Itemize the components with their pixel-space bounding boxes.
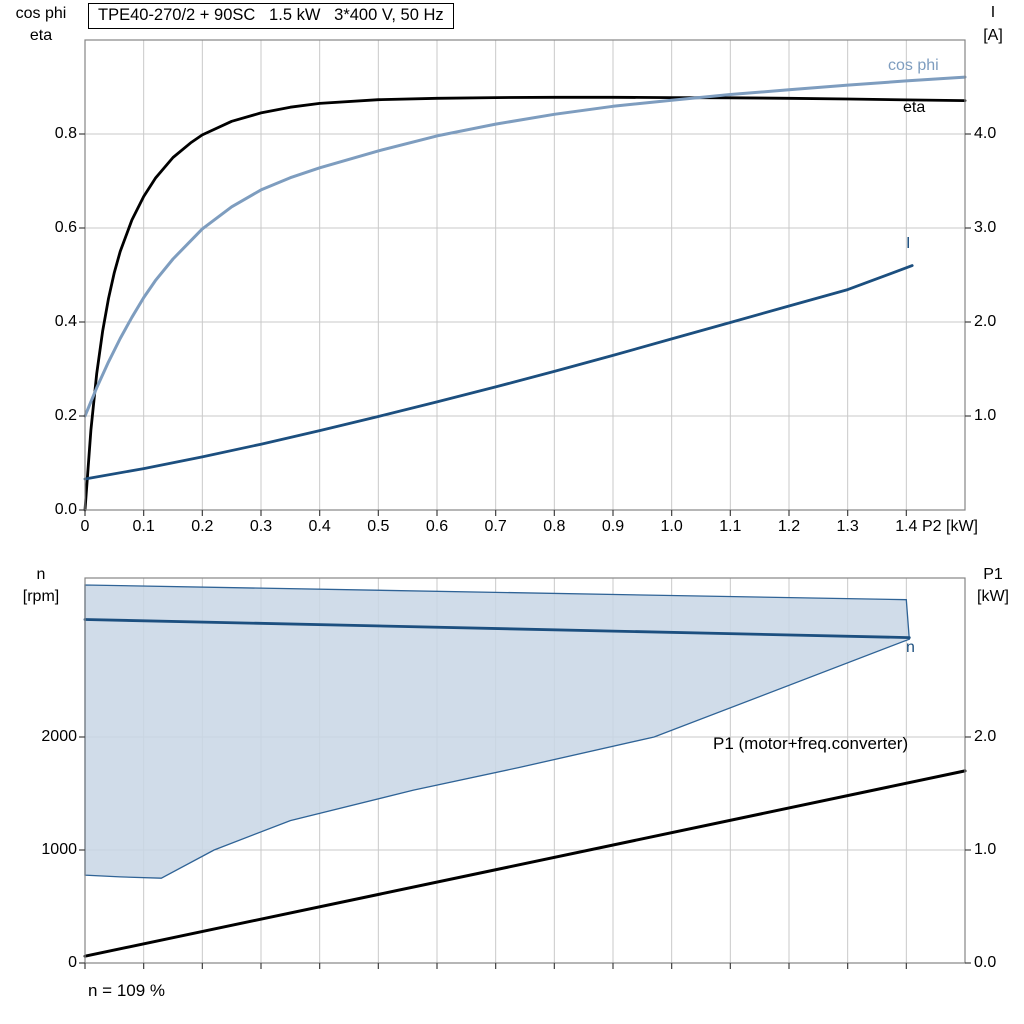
cos-phi-curve-label: cos phi [888, 57, 939, 74]
left-tick-label: 0.0 [54, 501, 77, 518]
x-tick-label: 0.5 [367, 518, 390, 535]
left-tick-label: 0.4 [54, 313, 77, 330]
x-tick-label: 0.8 [543, 518, 566, 535]
left-tick-label: 0.8 [54, 125, 77, 142]
top-chart [79, 39, 971, 516]
bottom-left-axis-title-n: n [36, 566, 46, 583]
top-right-axis-title-current: I [990, 4, 996, 21]
x-tick-label: 0.7 [484, 518, 507, 535]
right-tick-label: 0.0 [974, 954, 997, 971]
x-tick-label: 0 [80, 518, 90, 535]
left-tick-label: 0 [68, 954, 77, 971]
x-tick-label: 0.9 [601, 518, 625, 535]
right-tick-label: 2.0 [974, 313, 997, 330]
p1-curve-label: P1 (motor+freq.converter) [713, 734, 909, 753]
right-tick-label: 3.0 [974, 219, 997, 236]
speed-curve-label: n [906, 639, 915, 656]
top-left-axis-title-eta: eta [29, 27, 53, 44]
left-tick-label: 2000 [41, 727, 77, 745]
current-curve-label: I [906, 235, 911, 252]
eta-curve-label: eta [903, 99, 926, 116]
x-tick-label: 1.2 [777, 518, 801, 535]
plot-frame [84, 39, 966, 511]
series-i [83, 264, 914, 481]
speed-control-range [84, 584, 910, 879]
x-tick-label: 1.4 [895, 518, 918, 535]
series-n [83, 618, 911, 639]
series-cos-phi [83, 75, 967, 418]
bottom-right-axis-title-p1: P1 [983, 566, 1003, 583]
right-tick-label: 2.0 [974, 727, 997, 745]
right-tick-label: 1.0 [974, 840, 997, 858]
x-tick-label: 0.2 [191, 518, 214, 535]
x-tick-label: 1.0 [660, 518, 683, 535]
plot-frame [84, 577, 966, 964]
right-tick-label: 1.0 [974, 407, 997, 424]
right-tick-label: 4.0 [974, 125, 997, 142]
x-tick-label: 0.3 [249, 518, 273, 535]
top-left-axis-title-cos-phi: cos phi [15, 5, 67, 22]
x-axis-unit-label: P2 [kW] [921, 518, 978, 535]
x-tick-label: 1.3 [836, 518, 859, 535]
x-tick-label: 0.1 [132, 518, 155, 535]
x-tick-label: 1.1 [719, 518, 742, 535]
left-tick-label: 0.6 [54, 219, 77, 236]
bottom-left-axis-title-rpm-unit: [rpm] [22, 588, 60, 605]
left-tick-label: 1000 [41, 840, 77, 858]
bottom-right-axis-title-kw-unit: [kW] [977, 588, 1009, 605]
top-right-axis-title-amps-unit: [A] [983, 27, 1003, 44]
speed-percent-annotation: n = 109 % [88, 981, 166, 1000]
chart-title: TPE40-270/2 + 90SC 1.5 kW 3*400 V, 50 Hz [88, 3, 454, 29]
series-p1-motor-freq-converter [83, 769, 967, 958]
left-tick-label: 0.2 [54, 407, 77, 424]
series-eta [83, 95, 967, 512]
x-tick-label: 0.4 [308, 518, 331, 535]
x-tick-label: 0.6 [425, 518, 449, 535]
bottom-chart [79, 577, 971, 969]
